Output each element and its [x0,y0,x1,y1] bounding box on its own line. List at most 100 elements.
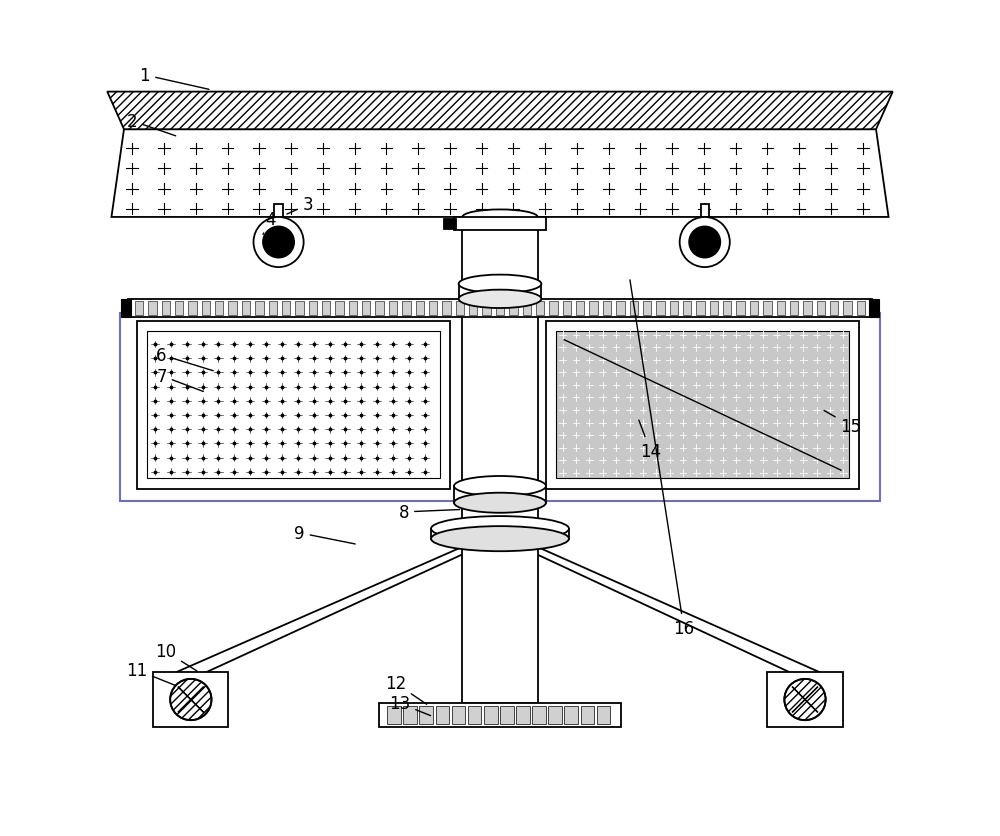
Bar [202,302,210,315]
Bar [462,217,538,703]
Text: 13: 13 [389,695,431,716]
Bar [790,302,798,315]
Bar [523,302,531,315]
Bar [175,302,183,315]
Ellipse shape [431,517,569,542]
Bar [603,302,611,315]
Bar [274,204,283,217]
Bar [767,672,843,726]
Text: 11: 11 [126,661,176,686]
Bar [147,332,440,479]
Bar [710,302,718,315]
Bar [269,302,277,315]
Bar [556,332,849,479]
Circle shape [253,217,304,268]
Bar [120,314,880,502]
Bar [723,302,731,315]
Bar [869,299,879,318]
Bar [576,302,584,315]
Bar [581,706,594,724]
Bar [322,302,330,315]
Bar [496,302,504,315]
Bar [563,302,571,315]
Bar [616,302,625,315]
Bar [532,706,546,724]
Bar [387,706,401,724]
Bar [162,302,170,315]
Bar [546,322,859,489]
Bar [803,302,812,315]
Bar [670,302,678,315]
Circle shape [170,679,211,721]
Bar [454,217,546,231]
Bar [309,302,317,315]
Bar [228,302,237,315]
Bar [429,302,437,315]
Bar [242,302,250,315]
Bar [444,219,456,229]
Bar [389,302,397,315]
Circle shape [680,217,730,268]
Bar [589,302,598,315]
Bar [597,706,610,724]
Bar [456,302,464,315]
Bar [468,706,481,724]
Text: 16: 16 [630,281,694,637]
Circle shape [263,227,294,258]
Ellipse shape [454,477,546,497]
Ellipse shape [431,527,569,552]
Bar [403,706,417,724]
Bar [135,302,143,315]
Bar [857,302,865,315]
Bar [630,302,638,315]
Text: 3: 3 [287,196,313,215]
Bar [153,672,228,726]
Bar [282,302,290,315]
Bar [696,302,705,315]
Bar [454,487,546,503]
Bar [750,302,758,315]
Bar [548,706,562,724]
Bar [459,284,541,299]
Bar [830,302,838,315]
Bar [656,302,665,315]
Bar [564,706,578,724]
Bar [255,302,264,315]
Polygon shape [111,130,889,217]
Circle shape [784,679,826,721]
Bar [843,302,852,315]
Bar [121,299,131,318]
Bar [335,302,344,315]
Bar [777,302,785,315]
Bar [402,302,411,315]
Bar [701,204,709,217]
Bar [549,302,558,315]
Bar [128,299,872,318]
Bar [452,706,465,724]
Bar [763,302,772,315]
Ellipse shape [459,275,541,293]
Bar [362,302,370,315]
Text: 1: 1 [140,67,209,90]
Bar [215,302,223,315]
Text: 5: 5 [269,227,280,245]
Ellipse shape [459,290,541,308]
Bar [469,302,477,315]
Bar [736,302,745,315]
Text: 9: 9 [294,524,355,544]
Bar [349,302,357,315]
Ellipse shape [454,493,546,513]
Bar [295,302,304,315]
Bar [419,706,433,724]
Text: 14: 14 [639,421,661,461]
Bar [482,302,491,315]
Bar [500,706,514,724]
Bar [436,706,449,724]
Text: 10: 10 [155,643,197,671]
Bar [431,529,569,539]
Bar [379,703,621,726]
Text: 15: 15 [824,411,862,436]
Bar [484,706,498,724]
Text: 2: 2 [127,113,176,136]
Polygon shape [107,93,893,130]
